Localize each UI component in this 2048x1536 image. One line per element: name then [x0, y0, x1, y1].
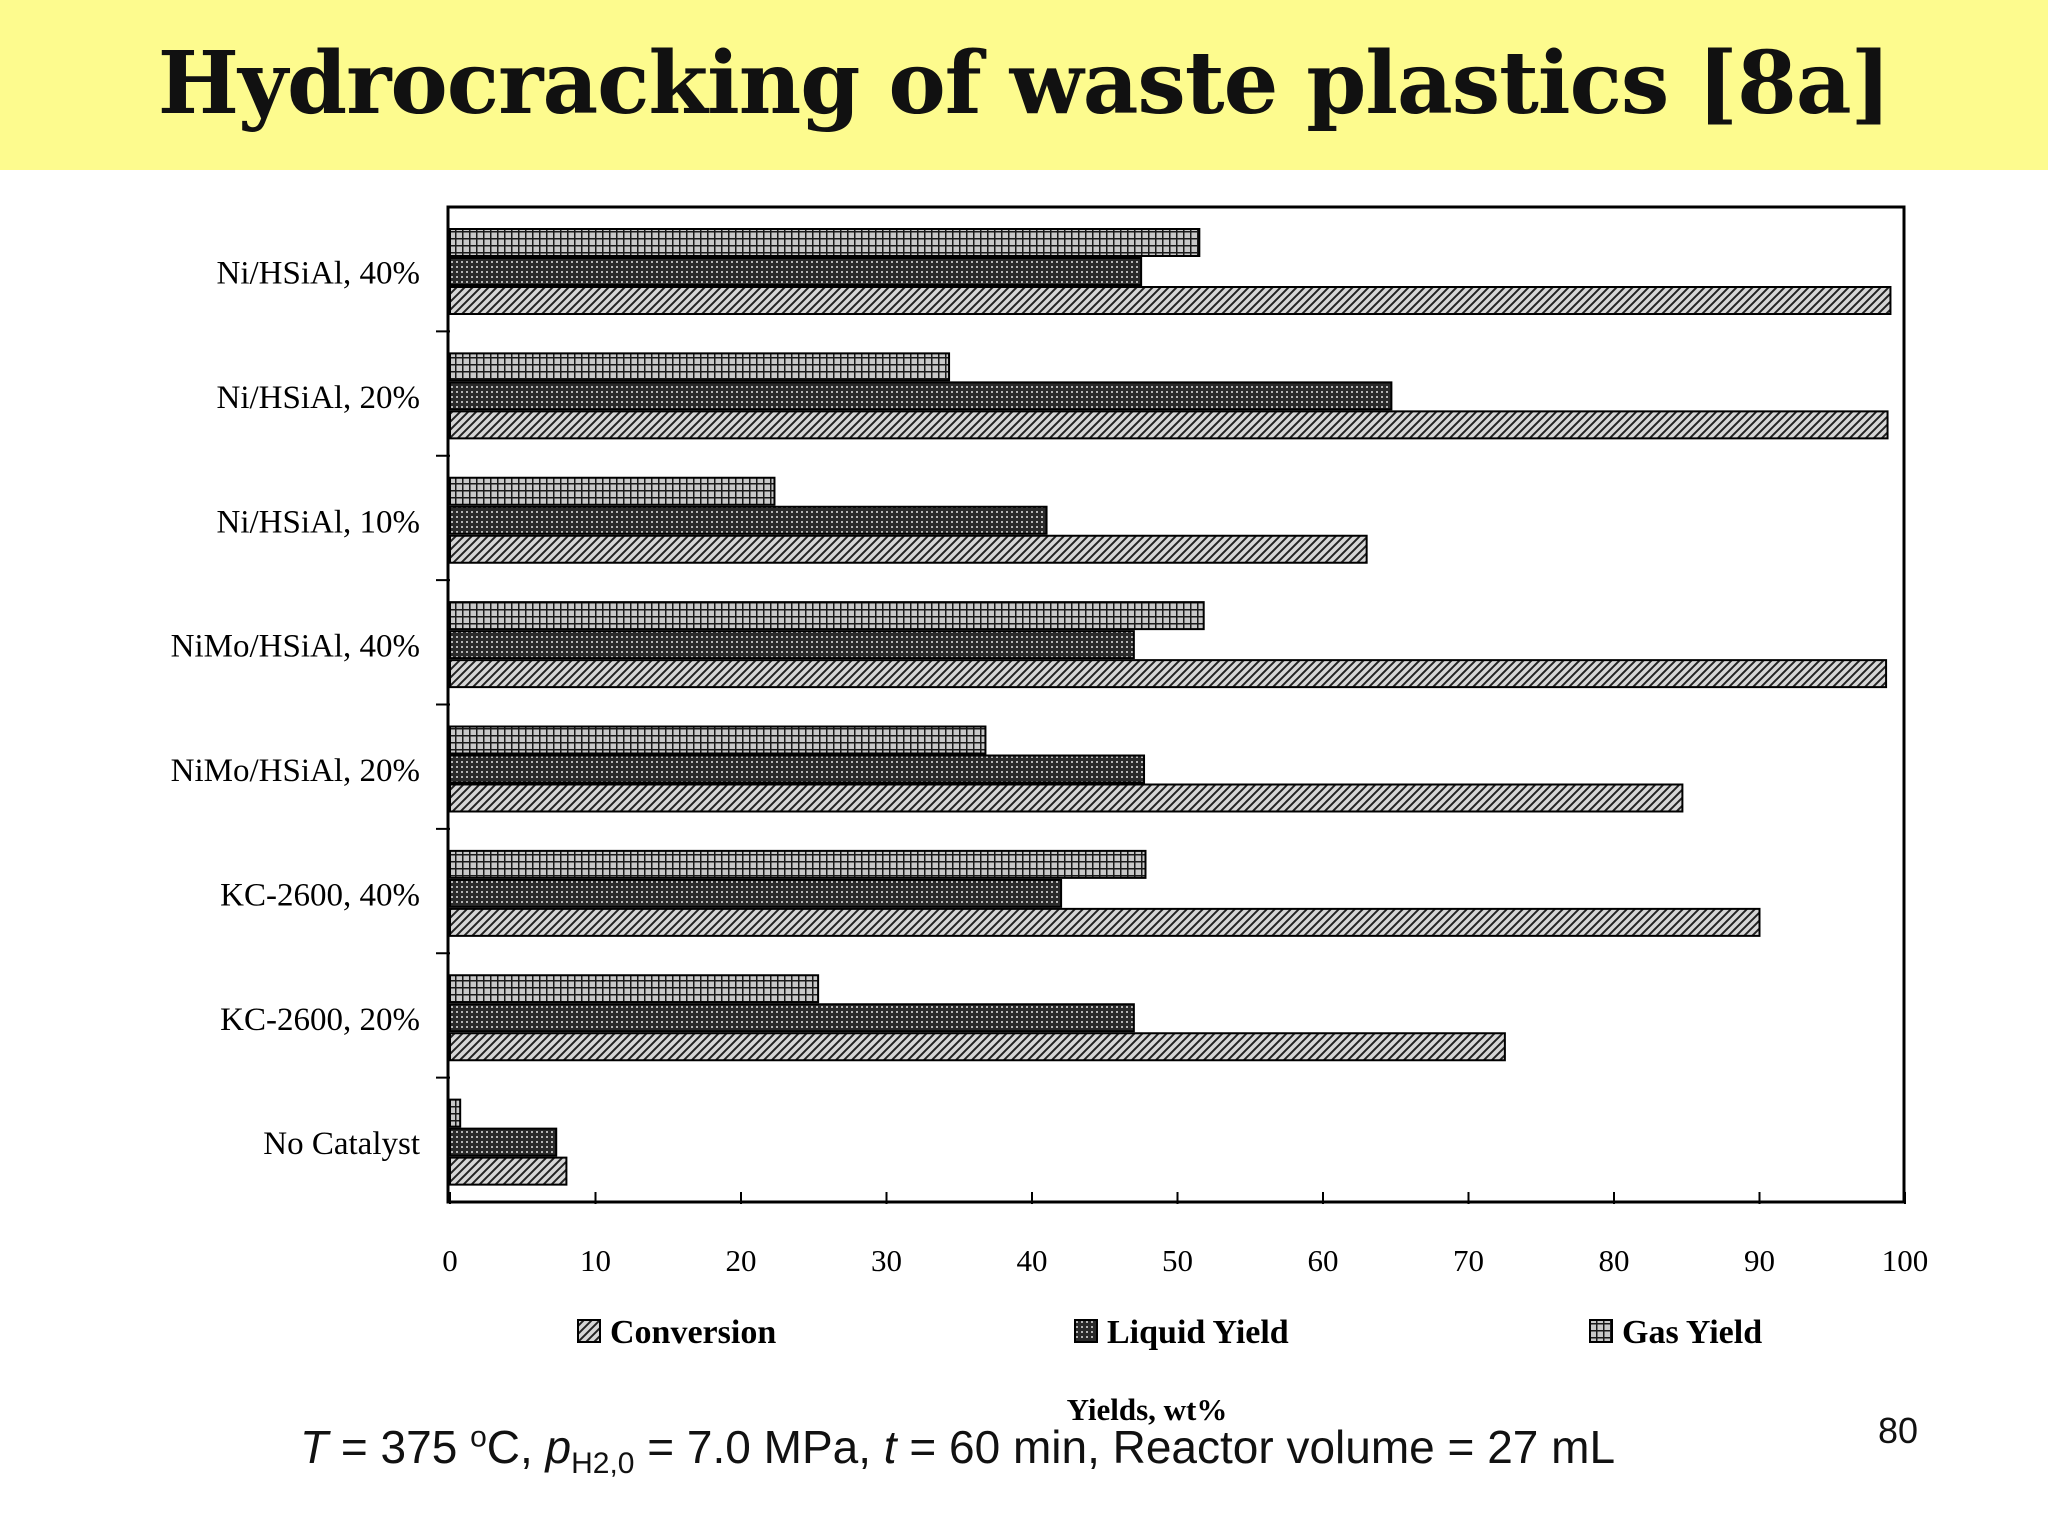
x-tick-label-10: 10	[580, 1243, 611, 1278]
pressure-symbol: p	[545, 1421, 572, 1473]
category-label-ni-hsial-10: Ni/HSiAl, 10%	[216, 504, 420, 540]
category-label-nimo-hsial-20: NiMo/HSiAl, 20%	[171, 753, 420, 789]
time-and-volume: = 60 min, Reactor volume = 27 mL	[896, 1421, 1616, 1473]
x-tick-label-100: 100	[1882, 1243, 1929, 1278]
bar-liquid-yield-kc-2600-20	[449, 1003, 1135, 1033]
bar-conversion-ni-hsial-20	[449, 410, 1889, 440]
time-symbol: t	[883, 1421, 897, 1473]
bar-conversion-ni-hsial-10	[449, 534, 1368, 564]
bar-gas-yield-ni-hsial-20	[449, 352, 951, 382]
bar-conversion-kc-2600-20	[449, 1032, 1506, 1062]
bar-conversion-nimo-hsial-40	[449, 659, 1888, 689]
category-label-nimo-hsial-40: NiMo/HSiAl, 40%	[171, 629, 420, 665]
bar-liquid-yield-kc-2600-40	[449, 878, 1063, 908]
legend-swatch-gas-yield	[1589, 1319, 1613, 1343]
bar-gas-yield-nimo-hsial-40	[449, 601, 1205, 631]
bar-liquid-yield-ni-hsial-20	[449, 381, 1393, 411]
x-tick-label-40: 40	[1017, 1243, 1048, 1278]
bar-conversion-ni-hsial-40	[449, 286, 1892, 315]
pressure-subscript: H2,0	[571, 1447, 635, 1481]
legend-label-gas-yield: Gas Yield	[1622, 1314, 1762, 1351]
x-tick-label-30: 30	[871, 1243, 902, 1278]
bar-liquid-yield-ni-hsial-40	[449, 257, 1143, 286]
x-tick-label-50: 50	[1162, 1243, 1193, 1278]
category-label-kc-2600-20: KC-2600, 20%	[220, 1002, 420, 1038]
bar-liquid-yield-no-catalyst	[449, 1127, 558, 1157]
slide-title: Hydrocracking of waste plastics [8a]	[157, 33, 1892, 134]
bar-gas-yield-kc-2600-40	[449, 849, 1147, 879]
bar-gas-yield-nimo-hsial-20	[449, 725, 987, 755]
x-tick-label-70: 70	[1453, 1243, 1484, 1278]
x-tick-label-90: 90	[1744, 1243, 1775, 1278]
bar-gas-yield-ni-hsial-40	[449, 228, 1201, 257]
legend-swatch-liquid-yield	[1074, 1319, 1098, 1343]
temperature-unit: C,	[486, 1421, 546, 1473]
bar-gas-yield-no-catalyst	[449, 1098, 462, 1128]
x-tick-label-0: 0	[442, 1243, 458, 1278]
bar-gas-yield-kc-2600-20	[449, 974, 820, 1004]
bar-conversion-kc-2600-40	[449, 907, 1761, 937]
pressure-value: = 7.0 MPa,	[634, 1421, 884, 1473]
category-label-ni-hsial-20: Ni/HSiAl, 20%	[216, 380, 420, 416]
page-number: 80	[1878, 1410, 1919, 1451]
legend-swatch-conversion	[577, 1319, 601, 1343]
category-label-kc-2600-40: KC-2600, 40%	[220, 877, 420, 913]
temperature-symbol: T	[300, 1421, 329, 1473]
bar-conversion-no-catalyst	[449, 1156, 568, 1186]
category-label-no-catalyst: No Catalyst	[263, 1126, 420, 1162]
legend-label-conversion: Conversion	[610, 1314, 776, 1351]
x-tick-label-20: 20	[726, 1243, 757, 1278]
category-label-ni-hsial-40: Ni/HSiAl, 40%	[216, 256, 420, 292]
x-tick-label-60: 60	[1308, 1243, 1339, 1278]
experimental-conditions: T = 375 oC, pH2,0 = 7.0 MPa, t = 60 min,…	[300, 1420, 1800, 1481]
degree-mark: o	[470, 1420, 487, 1454]
bar-gas-yield-ni-hsial-10	[449, 476, 776, 506]
title-bar	[0, 0, 2048, 170]
bar-liquid-yield-nimo-hsial-40	[449, 630, 1135, 660]
bar-liquid-yield-ni-hsial-10	[449, 505, 1048, 535]
x-tick-label-80: 80	[1599, 1243, 1630, 1278]
bar-conversion-nimo-hsial-20	[449, 783, 1684, 813]
legend-label-liquid-yield: Liquid Yield	[1107, 1314, 1289, 1351]
temperature-value: = 375	[328, 1421, 471, 1473]
bar-liquid-yield-nimo-hsial-20	[449, 754, 1146, 784]
x-axis-title: Yields, wt%	[1067, 1392, 1228, 1427]
